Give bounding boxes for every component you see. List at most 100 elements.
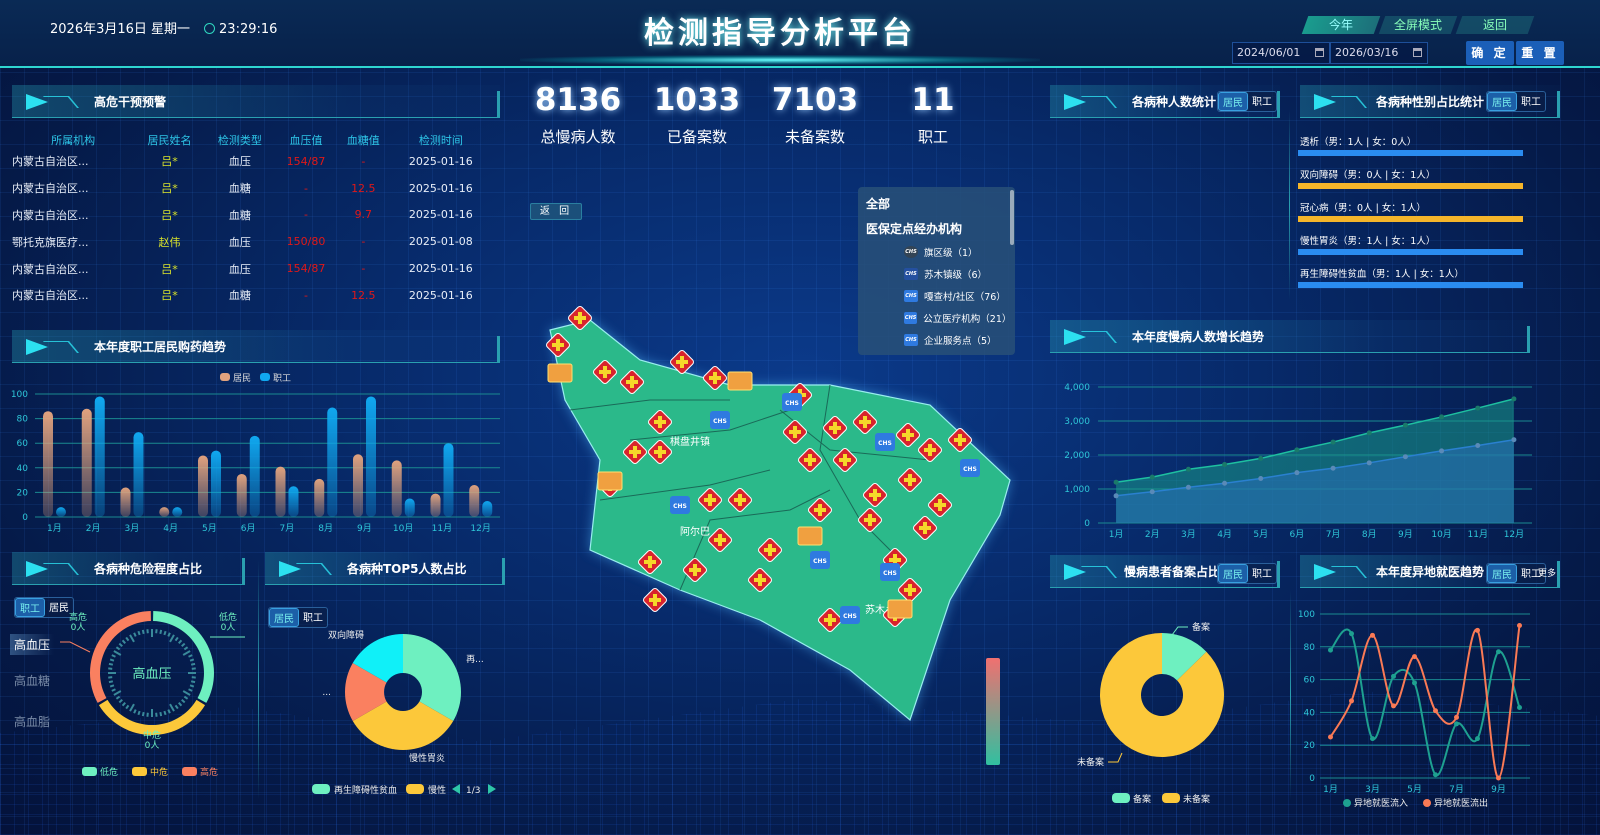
toggle-resident[interactable]: 居民: [1218, 92, 1248, 111]
slice-label: 双向障碍: [328, 629, 364, 641]
table-cell: 吕*: [161, 262, 178, 276]
dial-tick: [118, 699, 123, 704]
y-tick-label: 80: [1304, 643, 1316, 653]
legend-all[interactable]: 全部: [866, 197, 891, 211]
legend-item[interactable]: CHS 企业服务点（5）: [904, 333, 1007, 347]
legend-label: 异地就医流出: [1434, 797, 1488, 809]
table-cell: 2025-01-16: [408, 262, 473, 276]
legend-group[interactable]: 医保定点经办机构: [866, 222, 963, 236]
table-row[interactable]: 内蒙古自治区... 吕* 血压 154/87 - 2025-01-16: [12, 148, 492, 175]
tab-this-year[interactable]: 今年: [1301, 16, 1381, 34]
cross-icon: [574, 312, 586, 324]
toggle-resident[interactable]: 居民: [1487, 564, 1517, 583]
chs-logo-icon: CHS: [904, 312, 918, 324]
hospital-marker-icon: [783, 420, 807, 444]
toggle-staff[interactable]: 职工: [1521, 97, 1541, 108]
map-back-button[interactable]: 返 回: [530, 203, 582, 220]
toggle-resident[interactable]: 居民: [49, 603, 69, 614]
toggle-staff[interactable]: 职工: [1252, 569, 1272, 580]
table-cell: -: [361, 262, 366, 276]
gender-toggle[interactable]: 居民 职工: [1486, 91, 1546, 112]
side-tab-hyperglycemia[interactable]: 高血糖: [14, 674, 51, 688]
toggle-staff[interactable]: 职工: [15, 598, 45, 617]
legend-scrollbar[interactable]: [1010, 190, 1014, 245]
table-cell: 2025-01-16: [408, 288, 473, 302]
legend-label: 职工: [273, 373, 291, 384]
clinic-building-icon: [727, 371, 753, 391]
dial-tick: [121, 639, 126, 644]
x-tick-label: 9月: [1491, 784, 1506, 795]
risk-toggle[interactable]: 职工 居民: [14, 597, 74, 618]
legend-item[interactable]: CHS 公立医疗机构（21）: [904, 311, 1011, 325]
dial-tick: [133, 709, 137, 714]
y-tick-label: 80: [17, 415, 29, 425]
table-row[interactable]: 内蒙古自治区... 吕* 血糖 - 12.5 2025-01-16: [12, 175, 492, 202]
bar-resident: [353, 454, 363, 517]
table-row[interactable]: 内蒙古自治区... 吕* 血糖 - 12.5 2025-01-16: [12, 282, 492, 309]
stat-value: 7103: [771, 82, 859, 118]
top5-toggle[interactable]: 居民 职工: [268, 607, 328, 628]
map-land[interactable]: [549, 319, 1011, 722]
data-point: [1113, 479, 1119, 485]
remote-toggle[interactable]: 居民 职工: [1486, 563, 1546, 584]
side-tab-hypertension[interactable]: 高血压: [10, 634, 55, 655]
panel-header-risk: 各病种危险程度占比: [12, 552, 245, 585]
data-point: [1258, 475, 1264, 481]
toggle-staff[interactable]: 职工: [1252, 97, 1272, 108]
legend-item[interactable]: CHS 嘎查村/社区（76）: [904, 289, 1007, 303]
pie-slice: [1100, 633, 1224, 757]
cross-icon: [789, 426, 801, 438]
tab-fullscreen[interactable]: 全屏模式: [1378, 16, 1458, 34]
legend-item[interactable]: CHS 苏木镇级（6）: [904, 267, 1007, 281]
panel-header-top5: 各病种TOP5人数占比: [265, 552, 505, 585]
confirm-button[interactable]: 确 定: [1466, 41, 1514, 65]
growth-area-chart: 0 1,000 2,000 3,000 4,000 1月 2月 3月 4月 5月 6月 7月 8月 9月 1…: [1064, 383, 1532, 540]
legend-item[interactable]: CHS 旗区级（1）: [904, 245, 1007, 259]
stat-label: 已备案数: [666, 128, 727, 146]
tab-label: 今年: [1328, 18, 1353, 32]
map-color-scale[interactable]: [986, 658, 1000, 765]
tab-back[interactable]: 返回: [1455, 16, 1535, 34]
toggle-resident[interactable]: 居民: [269, 608, 299, 627]
hospital-marker-icon: [708, 528, 732, 552]
hospital-marker-icon: [670, 350, 694, 374]
toggle-staff[interactable]: 职工: [303, 613, 323, 624]
chs-marker-text: CHS: [878, 440, 892, 447]
dial-tick: [182, 650, 191, 656]
cross-icon: [676, 356, 688, 368]
x-tick-label: 10月: [1431, 529, 1451, 540]
calendar-icon[interactable]: [1413, 48, 1422, 57]
data-point: [1294, 447, 1300, 453]
toggle-resident[interactable]: 居民: [1218, 564, 1248, 583]
dial-tick: [108, 680, 114, 684]
end-date-input[interactable]: 2026/03/16: [1330, 42, 1428, 64]
disease-count-toggle[interactable]: 居民 职工: [1217, 91, 1277, 112]
table-row[interactable]: 内蒙古自治区... 吕* 血糖 - 9.7 2025-01-16: [12, 202, 492, 229]
x-tick-label: 6月: [241, 523, 256, 534]
bar-staff: [249, 435, 260, 517]
side-tab-hyperlipidemia[interactable]: 高血脂: [14, 715, 51, 729]
reset-button[interactable]: 重 置: [1516, 41, 1564, 65]
column-header: 血糖值: [346, 134, 380, 147]
dial-tick: [159, 629, 163, 635]
x-tick-label: 2月: [86, 523, 101, 534]
data-point: [1454, 714, 1459, 720]
table-row[interactable]: 内蒙古自治区... 吕* 血压 154/87 - 2025-01-16: [12, 255, 492, 282]
table-row[interactable]: 鄂托克旗医疗... 赵伟 血压 150/80 - 2025-01-08: [12, 228, 492, 255]
x-tick-label: 6月: [1290, 529, 1305, 540]
dial-tick: [167, 709, 171, 714]
toggle-staff[interactable]: 职工: [1521, 569, 1541, 580]
filing-toggle[interactable]: 居民 职工: [1217, 563, 1277, 584]
more-link[interactable]: 更多: [1538, 569, 1557, 579]
leader-line: [1108, 752, 1123, 763]
table-cell: 9.7: [354, 208, 373, 222]
toggle-resident[interactable]: 居民: [1487, 92, 1517, 111]
dial-tick: [174, 704, 179, 710]
gender-stat-label: 冠心病（男：0人 | 女：1人）: [1300, 203, 1426, 214]
dial-tick: [141, 711, 145, 717]
start-date-input[interactable]: 2024/06/01: [1232, 42, 1330, 64]
calendar-icon[interactable]: [1315, 48, 1324, 57]
chs-marker-text: CHS: [673, 503, 687, 510]
table-cell: 2025-01-16: [408, 181, 473, 195]
